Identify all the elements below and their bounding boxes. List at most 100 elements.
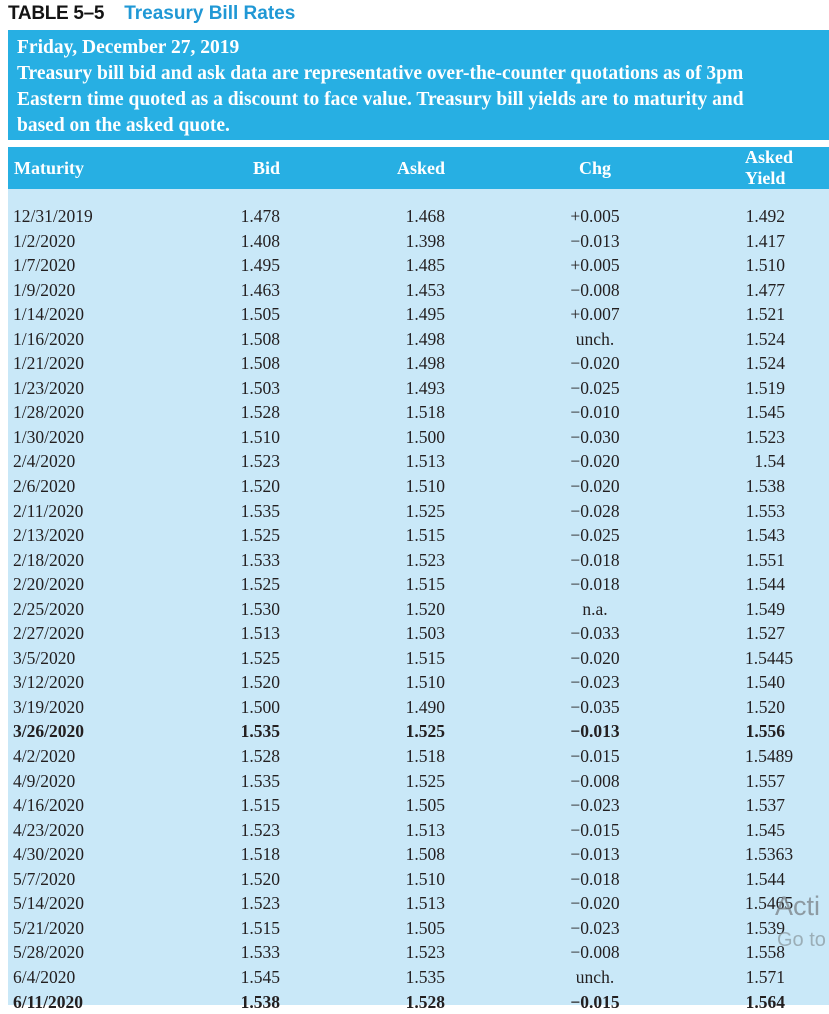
cell-asked: 1.453	[280, 278, 445, 303]
cell-asked-yield: 1.521	[745, 302, 829, 327]
cell-maturity: 4/16/2020	[8, 793, 190, 818]
cell-asked-yield: 1.520	[745, 695, 829, 720]
cell-asked-yield: 1.549	[745, 597, 829, 622]
cell-asked: 1.525	[280, 719, 445, 744]
cell-chg: unch.	[445, 327, 745, 352]
cell-maturity: 4/9/2020	[8, 769, 190, 794]
cell-chg: −0.028	[445, 499, 745, 524]
cell-chg: +0.005	[445, 253, 745, 278]
cell-asked-yield: 1.544	[745, 867, 829, 892]
cell-bid: 1.513	[190, 621, 280, 646]
cell-asked-yield: 1.5465	[745, 891, 829, 916]
cell-asked: 1.505	[280, 916, 445, 941]
cell-chg: −0.025	[445, 376, 745, 401]
column-header-maturity: Maturity	[8, 147, 190, 189]
cell-bid: 1.525	[190, 646, 280, 671]
cell-chg: unch.	[445, 965, 745, 990]
cell-asked: 1.510	[280, 474, 445, 499]
cell-asked: 1.525	[280, 769, 445, 794]
cell-chg: −0.018	[445, 548, 745, 573]
cell-asked: 1.515	[280, 523, 445, 548]
cell-chg: −0.030	[445, 425, 745, 450]
cell-asked-yield: 1.556	[745, 719, 829, 744]
description-line: based on the asked quote.	[17, 113, 819, 139]
cell-asked: 1.510	[280, 670, 445, 695]
cell-bid: 1.525	[190, 523, 280, 548]
cell-maturity: 2/25/2020	[8, 597, 190, 622]
cell-asked: 1.495	[280, 302, 445, 327]
cell-asked-yield: 1.537	[745, 793, 829, 818]
cell-bid: 1.463	[190, 278, 280, 303]
cell-bid: 1.523	[190, 818, 280, 843]
table-header-row: Maturity Bid Asked Chg Asked Yield	[8, 147, 829, 189]
cell-bid: 1.545	[190, 965, 280, 990]
description-date-line: Friday, December 27, 2019	[17, 35, 819, 61]
cell-chg: −0.008	[445, 769, 745, 794]
cell-asked: 1.490	[280, 695, 445, 720]
cell-asked: 1.523	[280, 548, 445, 573]
table-number-label: TABLE 5–5	[8, 3, 104, 24]
cell-maturity: 2/27/2020	[8, 621, 190, 646]
cell-bid: 1.533	[190, 548, 280, 573]
column-header-asked: Asked	[280, 147, 445, 189]
cell-asked: 1.503	[280, 621, 445, 646]
cell-chg: −0.018	[445, 867, 745, 892]
cell-bid: 1.495	[190, 253, 280, 278]
cell-bid: 1.538	[190, 990, 280, 1014]
cell-chg: −0.015	[445, 744, 745, 769]
cell-maturity: 4/30/2020	[8, 842, 190, 867]
cell-bid: 1.523	[190, 449, 280, 474]
cell-chg: −0.013	[445, 842, 745, 867]
cell-asked: 1.498	[280, 327, 445, 352]
cell-chg: −0.018	[445, 572, 745, 597]
cell-maturity: 6/4/2020	[8, 965, 190, 990]
cell-chg: −0.020	[445, 891, 745, 916]
cell-maturity: 12/31/2019	[8, 189, 190, 229]
cell-chg: −0.020	[445, 474, 745, 499]
cell-bid: 1.520	[190, 670, 280, 695]
cell-bid: 1.520	[190, 867, 280, 892]
cell-asked-yield: 1.5445	[745, 646, 829, 671]
cell-asked-yield: 1.539	[745, 916, 829, 941]
cell-maturity: 2/20/2020	[8, 572, 190, 597]
cell-asked: 1.513	[280, 891, 445, 916]
cell-asked-yield: 1.553	[745, 499, 829, 524]
cell-asked: 1.513	[280, 818, 445, 843]
cell-chg: −0.020	[445, 351, 745, 376]
cell-asked: 1.498	[280, 351, 445, 376]
cell-bid: 1.533	[190, 940, 280, 965]
cell-asked-yield: 1.510	[745, 253, 829, 278]
cell-asked: 1.505	[280, 793, 445, 818]
cell-chg: −0.015	[445, 990, 745, 1014]
cell-maturity: 2/18/2020	[8, 548, 190, 573]
cell-asked: 1.520	[280, 597, 445, 622]
cell-maturity: 3/12/2020	[8, 670, 190, 695]
cell-maturity: 5/28/2020	[8, 940, 190, 965]
cell-maturity: 2/4/2020	[8, 449, 190, 474]
cell-asked-yield: 1.538	[745, 474, 829, 499]
cell-bid: 1.535	[190, 719, 280, 744]
cell-asked-yield: 1.5489	[745, 744, 829, 769]
table-title: Treasury Bill Rates	[124, 3, 295, 24]
cell-asked-yield: 1.557	[745, 769, 829, 794]
cell-maturity: 2/11/2020	[8, 499, 190, 524]
cell-maturity: 1/23/2020	[8, 376, 190, 401]
cell-asked-yield: 1.544	[745, 572, 829, 597]
